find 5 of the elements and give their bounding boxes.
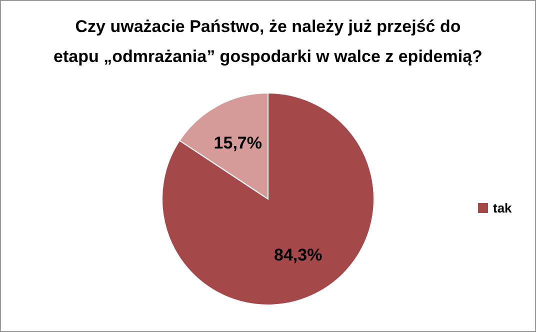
data-label: 84,3% xyxy=(274,246,322,265)
legend-label: tak xyxy=(493,200,513,216)
chart-title: Czy uważacie Państwo, że należy już przejść do etapu „odmrażania” gospodarki w walce z epidemią? xyxy=(54,17,482,66)
data-label: 15,7% xyxy=(214,133,262,152)
pie-slice xyxy=(162,92,374,306)
